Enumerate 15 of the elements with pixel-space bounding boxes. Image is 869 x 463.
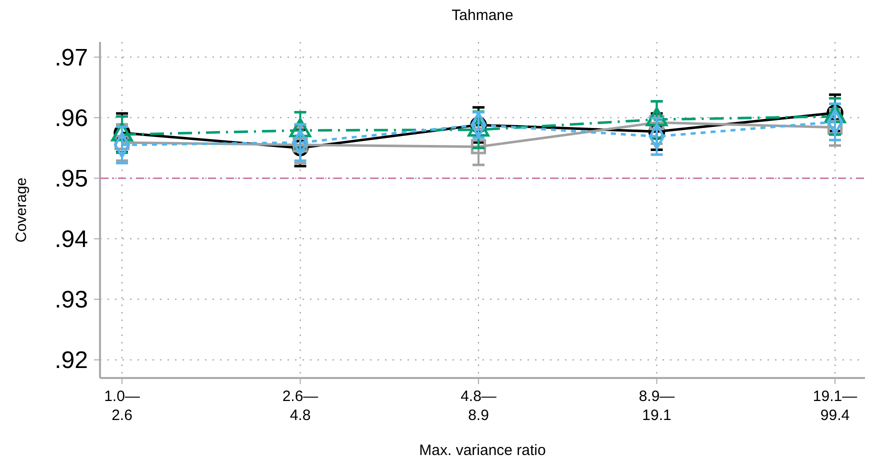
chart-title: Tahmane: [452, 7, 514, 24]
x-tick-label: 8.9— 19.1: [638, 388, 675, 424]
x-tick-label: 1.0— 2.6: [104, 388, 140, 424]
y-tick-label: .97: [54, 44, 88, 72]
y-axis-title: Coverage: [13, 177, 30, 243]
x-tick-label: 4.8— 8.9: [460, 388, 496, 424]
y-tick-label: .96: [54, 105, 88, 132]
y-tick-label: .92: [54, 347, 88, 374]
x-axis-title: Max. variance ratio: [419, 442, 546, 459]
point: [470, 139, 486, 154]
x-tick-label: 19.1— 99.4: [812, 388, 858, 424]
y-tick-label: .93: [54, 286, 88, 314]
y-tick-label: .94: [54, 226, 88, 254]
x-tick-label: 2.6— 4.8: [282, 388, 318, 424]
y-tick-label: .95: [54, 166, 88, 193]
